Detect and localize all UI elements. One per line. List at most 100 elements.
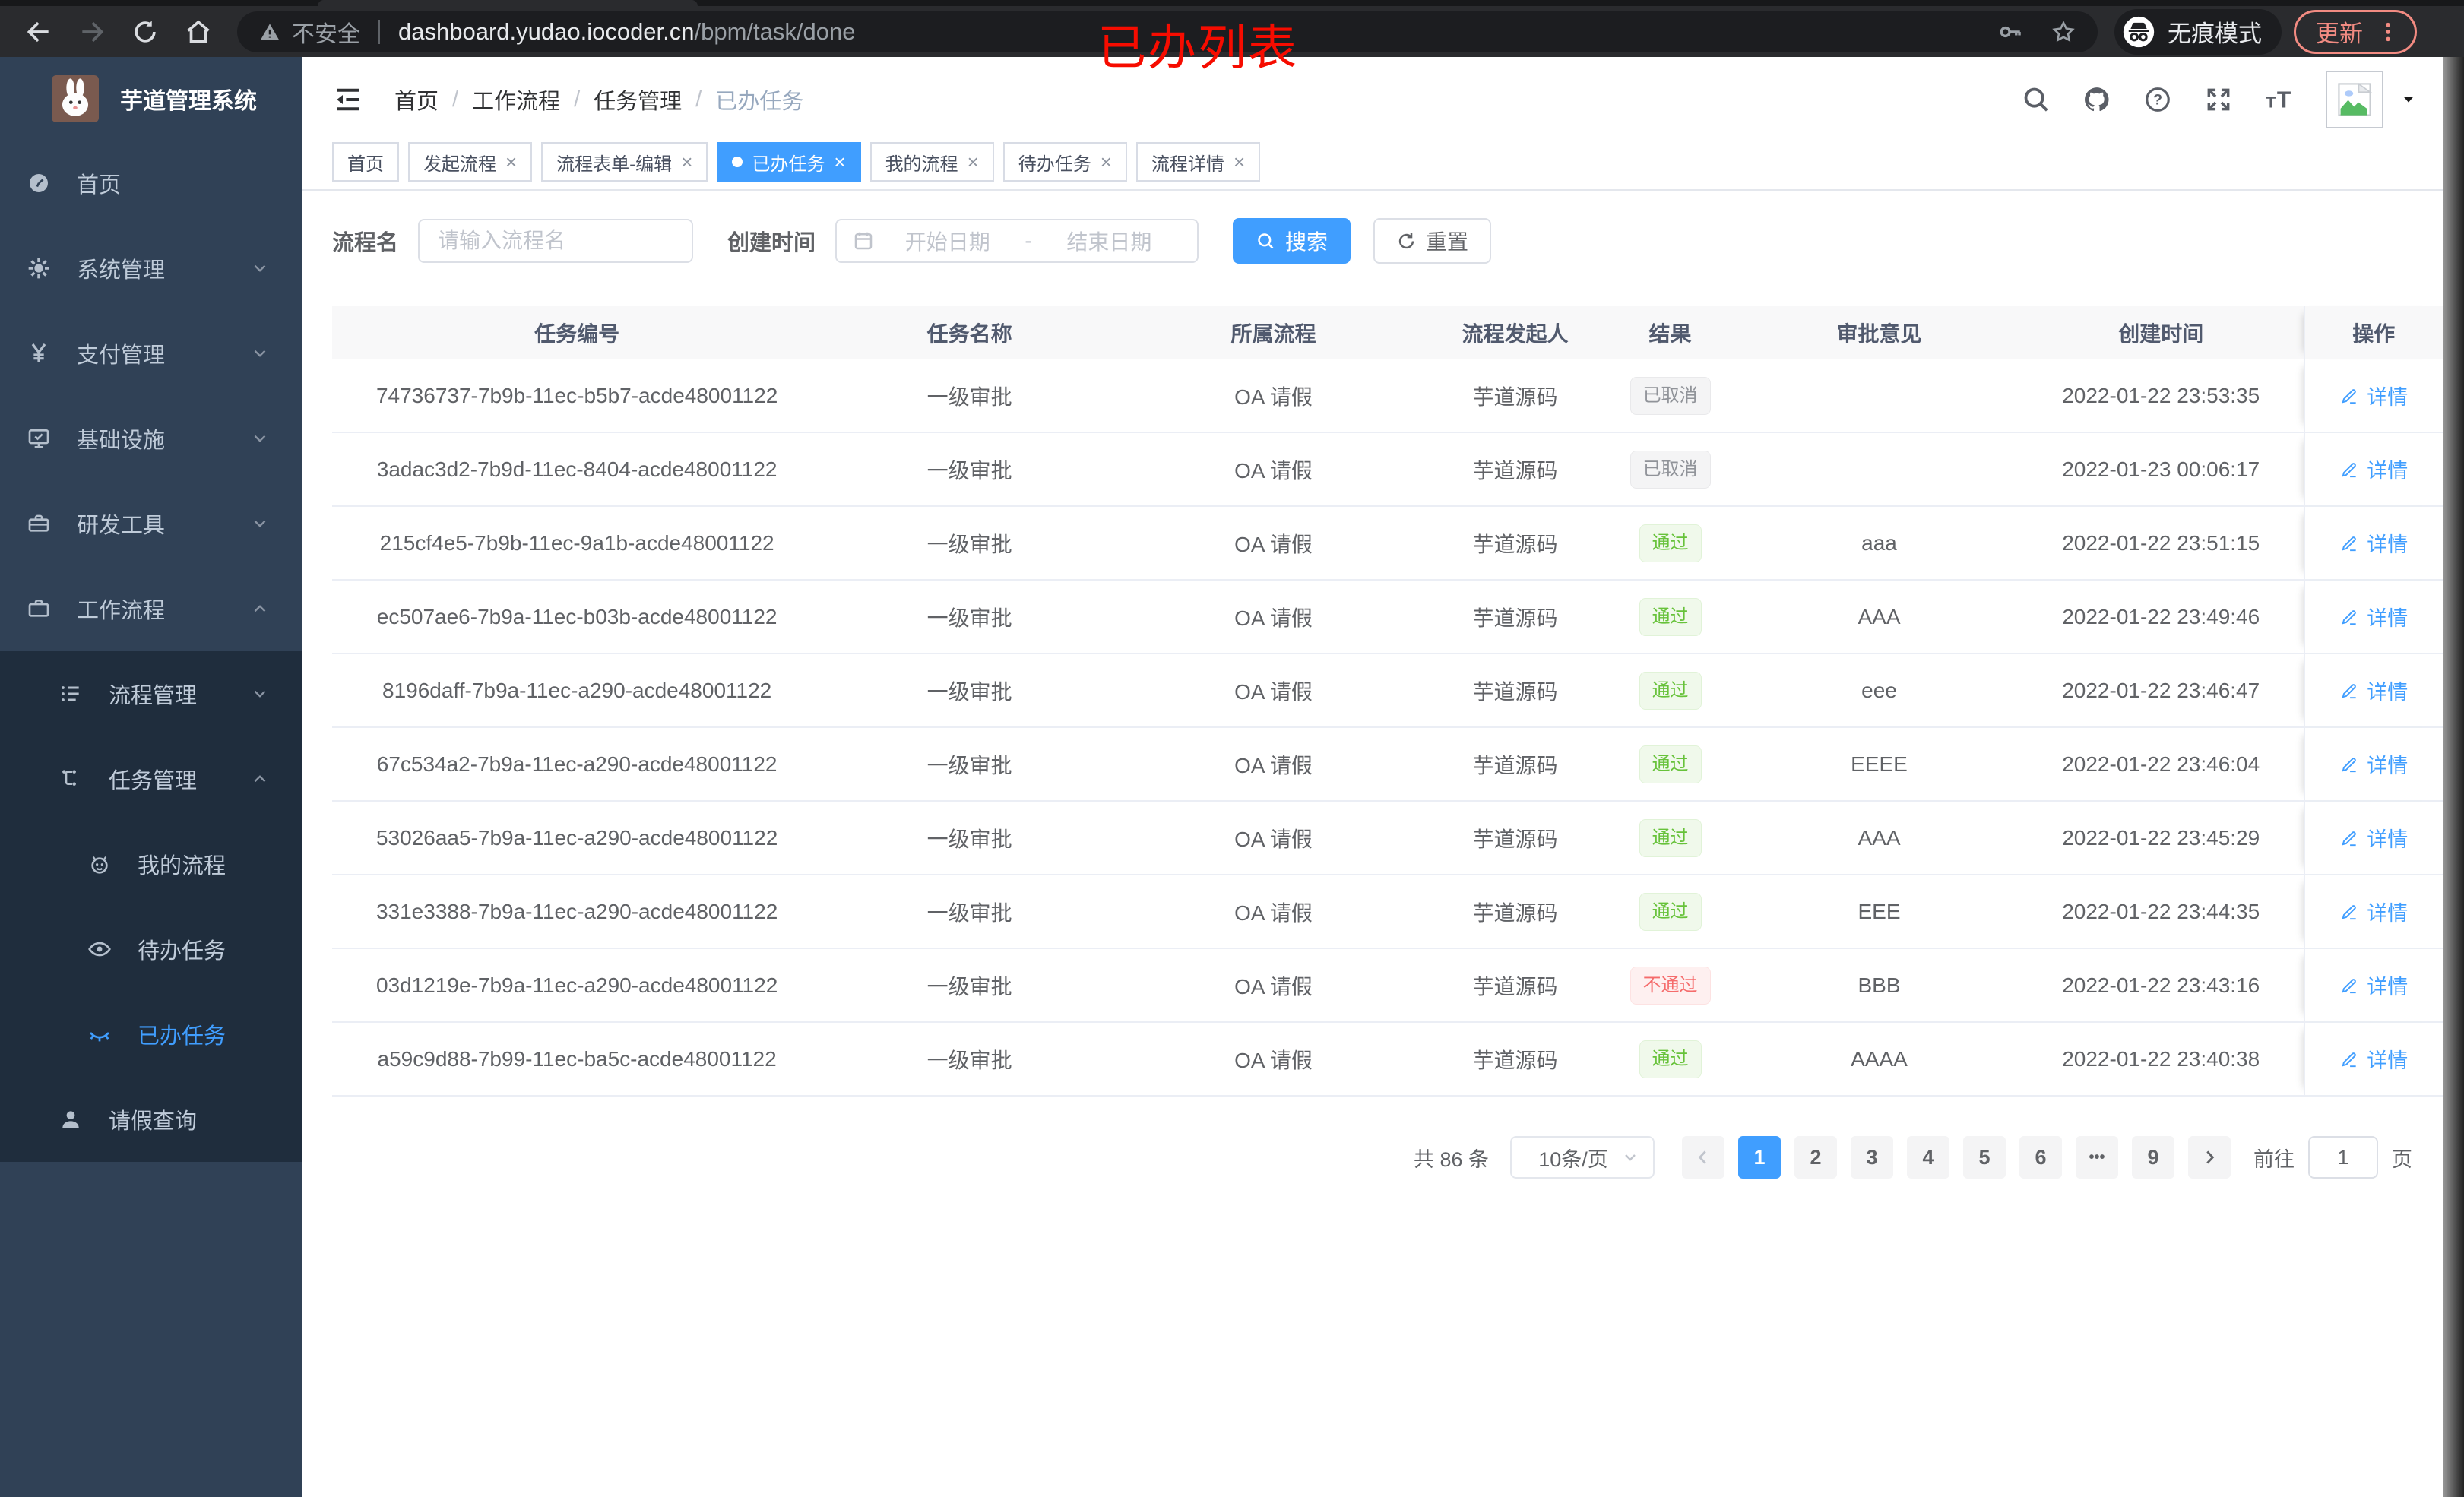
sidebar-item-4[interactable]: 研发工具 (0, 481, 302, 566)
cell-process: OA 请假 (1234, 974, 1313, 999)
page-button-9[interactable]: 9 (2132, 1136, 2174, 1179)
process-name-input[interactable] (418, 219, 694, 263)
table-row: 215cf4e5-7b9b-11ec-9a1b-acde48001122 一级审批… (332, 507, 2443, 581)
detail-link[interactable]: 详情 (2339, 454, 2408, 484)
detail-label: 详情 (2367, 1049, 2409, 1072)
page-button-1[interactable]: 1 (1738, 1136, 1781, 1179)
close-icon[interactable]: × (1100, 150, 1112, 173)
help-icon[interactable]: ? (2143, 85, 2172, 114)
close-icon[interactable]: × (505, 150, 518, 173)
bookmark-star-icon[interactable] (2051, 19, 2076, 45)
cell-process: OA 请假 (1234, 606, 1313, 630)
more-pages-button[interactable]: ••• (2076, 1136, 2118, 1179)
close-icon[interactable]: × (834, 150, 846, 173)
url-path: /bpm/task/done (694, 17, 856, 45)
sidebar-item-0[interactable]: 首页 (0, 141, 302, 226)
search-icon[interactable] (2022, 85, 2051, 114)
page-button-2[interactable]: 2 (1794, 1136, 1837, 1179)
update-button[interactable]: 更新 (2294, 9, 2417, 54)
detail-link[interactable]: 详情 (2339, 676, 2408, 705)
fullscreen-icon[interactable] (2204, 85, 2233, 114)
sidebar-item-11[interactable]: 请假查询 (0, 1077, 302, 1162)
avatar-caret-icon[interactable] (2400, 91, 2417, 108)
detail-link[interactable]: 详情 (2339, 823, 2408, 853)
github-icon[interactable] (2082, 85, 2111, 114)
breadcrumb-workflow[interactable]: 工作流程 (472, 90, 561, 114)
tab-已办任务[interactable]: 已办任务 × (717, 142, 861, 182)
sidebar-item-10[interactable]: 已办任务 (0, 992, 302, 1077)
forward-icon[interactable] (78, 17, 106, 46)
breadcrumb-task-mgmt[interactable]: 任务管理 (594, 90, 683, 114)
browser-menu-icon[interactable] (2377, 21, 2399, 43)
edit-icon (2339, 681, 2359, 701)
reload-icon[interactable] (131, 17, 160, 46)
sidebar-item-label: 已办任务 (138, 1024, 226, 1049)
tab-流程详情[interactable]: 流程详情 × (1135, 142, 1261, 182)
cell-starter: 芋道源码 (1472, 900, 1558, 925)
chevron-up-icon (250, 599, 270, 619)
avatar[interactable] (2326, 71, 2383, 128)
close-icon[interactable]: × (1233, 150, 1246, 173)
page-button-3[interactable]: 3 (1851, 1136, 1893, 1179)
sidebar-item-2[interactable]: 支付管理 (0, 311, 302, 396)
detail-link[interactable]: 详情 (2339, 381, 2408, 410)
end-date-placeholder[interactable]: 结束日期 (1066, 230, 1152, 254)
table-row: 03d1219e-7b9a-11ec-a290-acde48001122 一级审批… (332, 949, 2443, 1023)
tab-首页[interactable]: 首页 (332, 142, 399, 182)
gear-icon (27, 256, 51, 280)
tab-发起流程[interactable]: 发起流程 × (408, 142, 533, 182)
address-bar[interactable]: 不安全 dashboard.yudao.iocoder.cn/bpm/task/… (237, 11, 2098, 52)
next-page-button[interactable] (2188, 1136, 2231, 1179)
page-button-5[interactable]: 5 (1963, 1136, 2006, 1179)
home-icon[interactable] (184, 17, 213, 46)
sidebar-item-3[interactable]: 基础设施 (0, 396, 302, 481)
start-date-placeholder[interactable]: 开始日期 (904, 230, 990, 254)
sidebar-item-5[interactable]: 工作流程 (0, 566, 302, 651)
close-icon[interactable]: × (967, 150, 979, 173)
cell-actions: 详情 (2303, 1023, 2443, 1095)
cell-actions: 详情 (2303, 802, 2443, 874)
detail-link[interactable]: 详情 (2339, 1044, 2408, 1074)
app-logo[interactable]: 芋道管理系统 (0, 57, 302, 141)
detail-link[interactable]: 详情 (2339, 897, 2408, 926)
cell-actions: 详情 (2303, 654, 2443, 726)
breadcrumb-home[interactable]: 首页 (394, 90, 439, 114)
tab-流程表单-编辑[interactable]: 流程表单-编辑 × (541, 142, 708, 182)
cell-task-id: 03d1219e-7b9a-11ec-a290-acde48001122 (375, 973, 778, 997)
sidebar-item-9[interactable]: 待办任务 (0, 907, 302, 992)
detail-link[interactable]: 详情 (2339, 602, 2408, 631)
tab-待办任务[interactable]: 待办任务 × (1002, 142, 1127, 182)
cell-task-id: 53026aa5-7b9a-11ec-a290-acde48001122 (375, 825, 778, 850)
refresh-icon (1396, 231, 1417, 252)
cell-comment: BBB (1858, 973, 1901, 997)
warning-icon[interactable] (258, 21, 281, 43)
sidebar-item-8[interactable]: 我的流程 (0, 821, 302, 907)
cell-starter: 芋道源码 (1472, 974, 1558, 999)
cell-result: 已取消 (1601, 376, 1740, 415)
search-button[interactable]: 搜索 (1233, 218, 1351, 264)
goto-page-input[interactable] (2308, 1136, 2378, 1179)
sidebar-item-label: 待办任务 (138, 939, 226, 964)
chevron-down-icon (1621, 1148, 1639, 1166)
key-icon[interactable] (1997, 19, 2023, 45)
page-size-select[interactable]: 10条/页 (1510, 1136, 1655, 1179)
sidebar-item-6[interactable]: 流程管理 (0, 651, 302, 736)
reset-button[interactable]: 重置 (1373, 218, 1492, 264)
sidebar-item-7[interactable]: 任务管理 (0, 736, 302, 821)
collapse-sidebar-icon[interactable] (332, 84, 364, 116)
detail-link[interactable]: 详情 (2339, 528, 2408, 558)
tab-我的流程[interactable]: 我的流程 × (869, 142, 994, 182)
detail-link[interactable]: 详情 (2339, 749, 2408, 779)
back-icon[interactable] (24, 17, 53, 46)
date-range-picker[interactable]: 开始日期 - 结束日期 (835, 219, 1199, 263)
cell-process: OA 请假 (1234, 532, 1313, 556)
chevron-down-icon (250, 684, 270, 704)
page-button-6[interactable]: 6 (2019, 1136, 2062, 1179)
page-button-4[interactable]: 4 (1907, 1136, 1949, 1179)
sidebar-item-1[interactable]: 系统管理 (0, 226, 302, 311)
close-icon[interactable]: × (681, 150, 693, 173)
detail-link[interactable]: 详情 (2339, 970, 2408, 1000)
prev-page-button[interactable] (1682, 1136, 1724, 1179)
cell-task-id: 3adac3d2-7b9d-11ec-8404-acde48001122 (376, 457, 778, 481)
